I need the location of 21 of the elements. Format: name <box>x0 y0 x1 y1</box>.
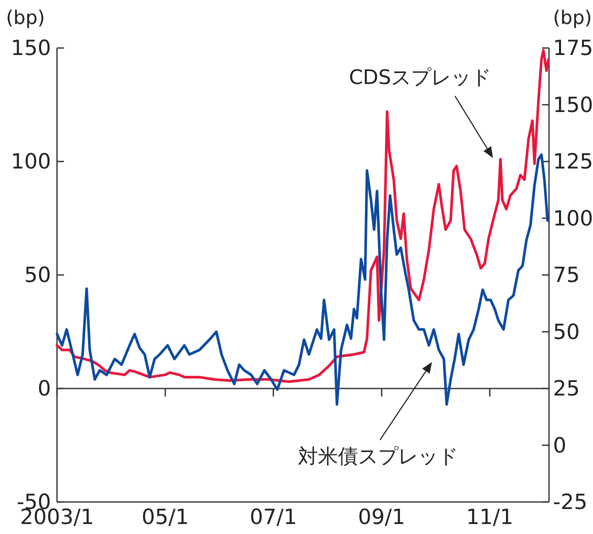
y2-tick-label: -25 <box>553 490 588 514</box>
y2-tick-label: 150 <box>553 92 593 117</box>
y2-tick-label: 125 <box>553 150 593 174</box>
text: 対米債スプレッド <box>298 444 458 468</box>
x-tick-label: 09/1 <box>358 505 406 529</box>
y-tick-label: 100 <box>10 150 51 174</box>
y-tick-label: 0 <box>38 376 51 400</box>
y2-tick-label: 25 <box>553 376 580 400</box>
y-tick-label: 50 <box>24 263 51 287</box>
y2-tick-label: 100 <box>553 206 593 230</box>
y-tick-label: 150 <box>10 36 51 60</box>
x-tick-label: 11/1 <box>466 505 514 529</box>
x-tick-label: 07/1 <box>250 505 297 529</box>
y-axis-title: (bp) <box>6 7 45 29</box>
text: CDSスプレッド <box>348 65 492 89</box>
x-tick-label: 05/1 <box>142 505 189 529</box>
y2-tick-label: 0 <box>553 433 566 458</box>
y2-tick-label: 175 <box>553 36 593 60</box>
y2-tick-label: 50 <box>553 320 580 344</box>
y2-tick-label: 75 <box>553 263 580 287</box>
y2-axis-title: (bp) <box>553 7 592 29</box>
